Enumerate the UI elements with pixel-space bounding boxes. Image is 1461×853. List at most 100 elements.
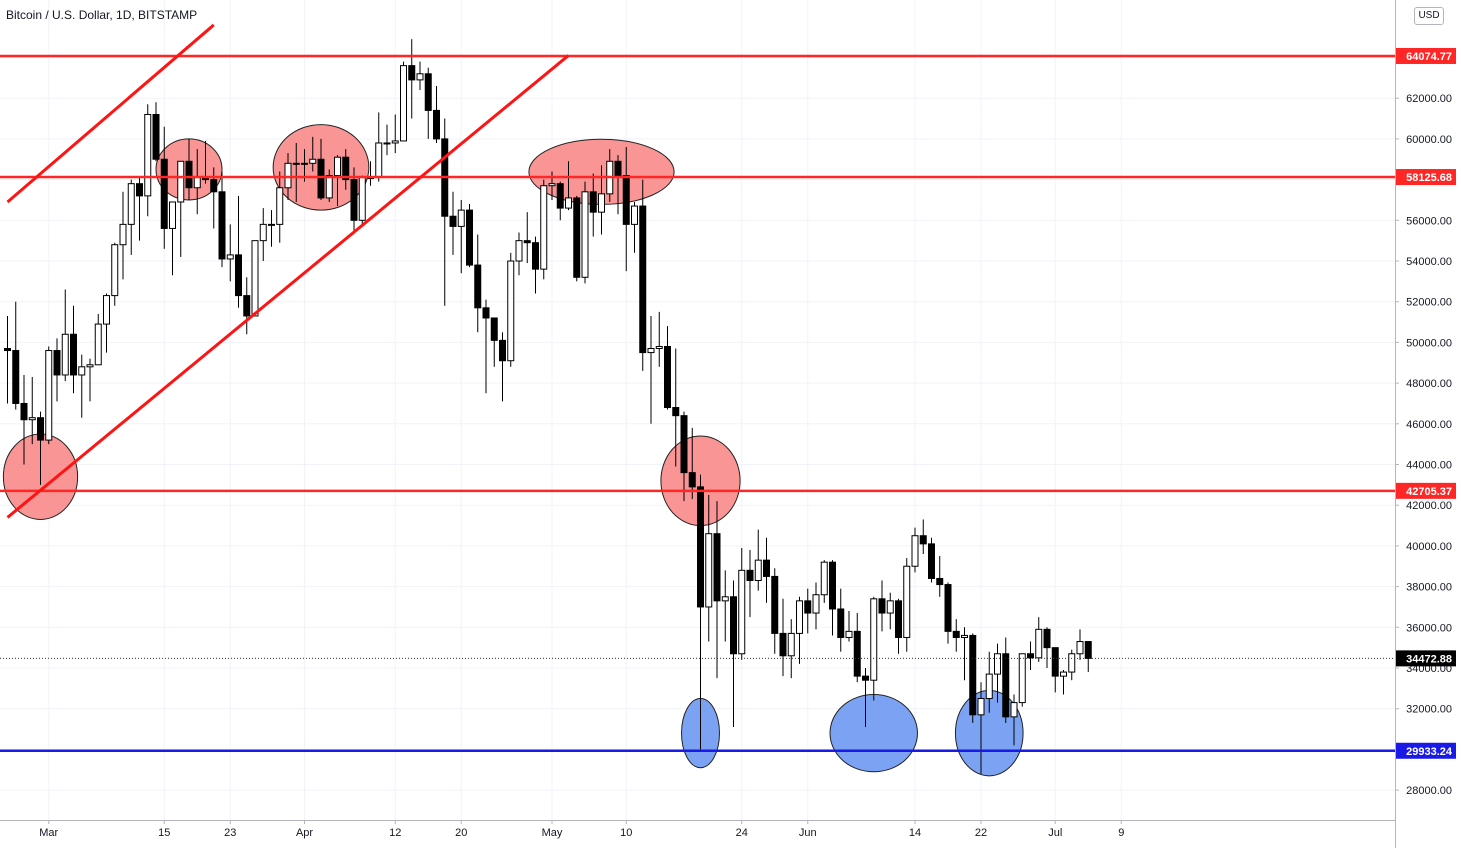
price-tick-label: 40000.00 bbox=[1406, 541, 1452, 553]
level-badge-resistance bbox=[1396, 169, 1456, 186]
price-tick-label: 48000.00 bbox=[1406, 378, 1452, 390]
candle-body-up bbox=[845, 630, 853, 638]
candle-body-up bbox=[127, 183, 135, 225]
candle-body-down bbox=[622, 175, 630, 225]
time-axis-ticks: Mar 15 23 Apr 12 20 May 10 24 Jun 14 22 Jul 9 bbox=[39, 820, 1124, 839]
candle-body-up bbox=[565, 197, 572, 209]
candle-body-down bbox=[672, 407, 680, 417]
candle-body-down bbox=[746, 569, 754, 581]
trendline bbox=[6, 54, 570, 519]
candle-body-up bbox=[738, 569, 746, 655]
candle-body-down bbox=[160, 158, 168, 229]
price-tick-label: 44000.00 bbox=[1406, 460, 1452, 472]
time-tick-label: Apr bbox=[296, 827, 313, 839]
price-tick-label: 54000.00 bbox=[1406, 256, 1452, 268]
candle-body-up bbox=[903, 565, 911, 638]
candle-body-down bbox=[952, 630, 960, 638]
candle-body-down bbox=[532, 242, 539, 270]
candle-body-down bbox=[895, 600, 902, 638]
candle-body-down bbox=[829, 561, 836, 610]
candle-body-up bbox=[515, 240, 523, 262]
level-badge-label: 42705.37 bbox=[1406, 486, 1452, 498]
candle-body-up bbox=[400, 65, 407, 142]
candle-body-down bbox=[466, 209, 473, 266]
candle-body-up bbox=[812, 594, 820, 614]
candle-body-up bbox=[284, 162, 292, 189]
candle-body-up bbox=[796, 600, 803, 634]
candle-body-up bbox=[1076, 641, 1084, 655]
candle-body-up bbox=[325, 175, 333, 199]
candle-body-down bbox=[969, 634, 977, 716]
candle-body-down bbox=[589, 191, 597, 213]
candle-body-up bbox=[226, 254, 234, 260]
candle-body-up bbox=[301, 162, 308, 165]
time-tick-label: 10 bbox=[620, 827, 632, 839]
price-tick-label: 52000.00 bbox=[1406, 297, 1452, 309]
candle-body-up bbox=[985, 673, 993, 700]
candle-body-up bbox=[911, 535, 919, 567]
candle-body-up bbox=[1010, 702, 1018, 718]
candle-body-down bbox=[53, 350, 61, 376]
candle-body-down bbox=[408, 65, 416, 81]
candle-body-up bbox=[1018, 653, 1026, 704]
price-tick-label: 62000.00 bbox=[1406, 93, 1452, 105]
candle-body-up bbox=[457, 209, 465, 227]
price-tick-label: 32000.00 bbox=[1406, 704, 1452, 716]
candle-body-up bbox=[754, 559, 762, 581]
price-tick-label: 28000.00 bbox=[1406, 785, 1452, 797]
candle-body-up bbox=[886, 600, 894, 614]
candle-body-down bbox=[1084, 641, 1092, 659]
level-badge-label: 64074.77 bbox=[1406, 51, 1452, 63]
candle-body-up bbox=[631, 205, 638, 225]
candle-body-down bbox=[862, 675, 869, 681]
level-badge-support bbox=[1396, 742, 1456, 759]
candle-body-up bbox=[259, 223, 267, 242]
candle-body-up bbox=[870, 598, 878, 681]
currency-button[interactable]: USD bbox=[1414, 7, 1444, 25]
candle-body-down bbox=[1027, 653, 1034, 659]
candle-body-down bbox=[433, 109, 440, 140]
candle-body-up bbox=[45, 350, 53, 441]
candle-body-up bbox=[581, 191, 589, 278]
candle-body-up bbox=[961, 634, 968, 638]
candle-body-down bbox=[482, 307, 490, 319]
time-tick-label: 23 bbox=[224, 827, 236, 839]
time-tick-label: Mar bbox=[39, 827, 58, 839]
candle-body-up bbox=[540, 185, 548, 270]
candle-body-up bbox=[86, 364, 94, 368]
candle-body-up bbox=[820, 561, 828, 596]
grid-layer bbox=[0, 0, 1395, 820]
candle-body-down bbox=[713, 533, 721, 602]
candle-body-down bbox=[928, 543, 935, 579]
time-tick-label: Jul bbox=[1048, 827, 1062, 839]
candle-body-up bbox=[144, 113, 152, 197]
candle-body-up bbox=[383, 142, 391, 145]
candle-body-up bbox=[1068, 653, 1076, 673]
candle-body-down bbox=[688, 472, 696, 488]
plot-area bbox=[0, 23, 1395, 777]
candle-body-down bbox=[944, 584, 952, 632]
candle-body-down bbox=[136, 183, 143, 197]
candle-body-up bbox=[268, 223, 275, 226]
time-tick-label: 12 bbox=[389, 827, 401, 839]
time-tick-label: 22 bbox=[975, 827, 987, 839]
candle-body-down bbox=[152, 113, 160, 160]
time-tick-label: Jun bbox=[799, 827, 817, 839]
price-tick-label: 46000.00 bbox=[1406, 419, 1452, 431]
candle-body-down bbox=[556, 183, 564, 209]
candle-body-up bbox=[292, 162, 300, 165]
candle-body-up bbox=[169, 201, 176, 229]
price-tick-label: 42000.00 bbox=[1406, 500, 1452, 512]
trendline bbox=[6, 23, 215, 204]
candle-body-up bbox=[276, 187, 284, 225]
level-badge-label: 29933.24 bbox=[1406, 746, 1453, 758]
candle-body-down bbox=[210, 179, 218, 193]
candle-body-down bbox=[218, 191, 226, 260]
candle-body-up bbox=[119, 223, 127, 246]
price-tick-label: 60000.00 bbox=[1406, 134, 1452, 146]
candle-body-up bbox=[111, 244, 119, 297]
candle-body-down bbox=[474, 264, 482, 309]
candle-body-up bbox=[994, 653, 1001, 675]
